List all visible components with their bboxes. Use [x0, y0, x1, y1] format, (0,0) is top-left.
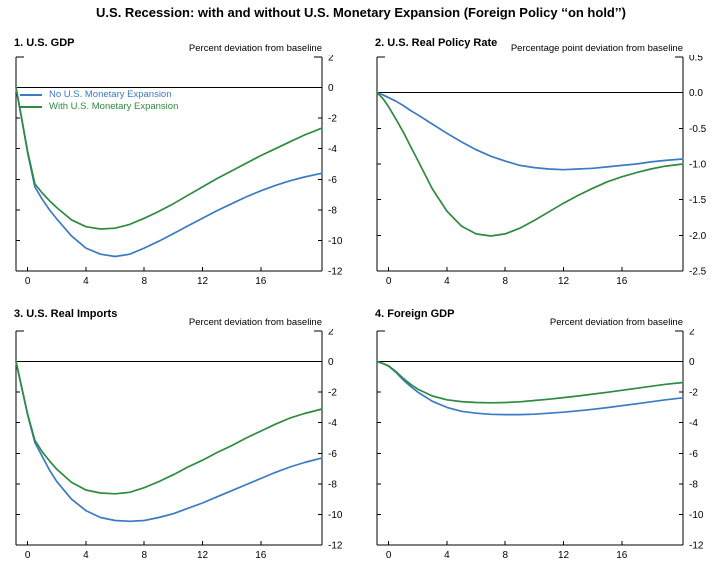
svg-text:-4: -4 — [328, 418, 337, 429]
panel-title: 1. U.S. GDP — [14, 37, 75, 49]
svg-text:-8: -8 — [328, 479, 337, 490]
legend-label-with-expansion: With U.S. Monetary Expansion — [49, 101, 179, 112]
svg-text:12: 12 — [197, 550, 209, 561]
svg-text:-12: -12 — [328, 267, 343, 278]
svg-text:-6: -6 — [328, 175, 337, 186]
svg-text:0: 0 — [386, 276, 392, 287]
svg-text:8: 8 — [141, 550, 147, 561]
svg-text:-10: -10 — [689, 510, 704, 521]
svg-text:-2.0: -2.0 — [689, 231, 707, 242]
svg-text:4: 4 — [444, 550, 450, 561]
svg-text:2: 2 — [328, 55, 334, 64]
figure-title: U.S. Recession: with and without U.S. Mo… — [96, 5, 626, 20]
legend-line-with-expansion — [20, 106, 42, 108]
plot-foreign-gdp: 2 0 -2 -4 -6 -8 -10 -12 0 4 8 12 16 — [376, 329, 704, 561]
plot-us-gdp: 2 0 -2 -4 -6 -8 -10 -12 0 4 8 12 16 — [15, 55, 343, 287]
svg-text:-4: -4 — [689, 418, 698, 429]
legend-label-no-expansion: No U.S. Monetary Expansion — [49, 89, 172, 100]
svg-text:12: 12 — [558, 550, 570, 561]
axis-unit-label: Percent deviation from baseline — [549, 317, 683, 328]
panel-title: 2. U.S. Real Policy Rate — [375, 37, 498, 49]
svg-text:0: 0 — [689, 357, 695, 368]
svg-text:-12: -12 — [689, 541, 704, 552]
svg-text:-10: -10 — [328, 510, 343, 521]
svg-text:-12: -12 — [328, 541, 343, 552]
svg-text:4: 4 — [83, 276, 89, 287]
svg-text:-0.5: -0.5 — [689, 124, 707, 135]
legend: No U.S. Monetary Expansion With U.S. Mon… — [20, 89, 178, 113]
svg-text:-2: -2 — [689, 388, 698, 399]
axis-unit-label: Percent deviation from baseline — [188, 317, 322, 328]
svg-text:-8: -8 — [328, 205, 337, 216]
svg-text:0: 0 — [328, 83, 334, 94]
panel-title: 4. Foreign GDP — [375, 308, 455, 320]
svg-text:0: 0 — [25, 550, 31, 561]
plot-us-real-imports: 2 0 -2 -4 -6 -8 -10 -12 0 4 8 12 16 — [15, 329, 343, 561]
svg-text:12: 12 — [558, 276, 570, 287]
svg-text:16: 16 — [255, 276, 267, 287]
svg-text:-2: -2 — [328, 114, 337, 125]
panel-us-real-imports: 3. U.S. Real Imports Percent deviation f… — [0, 295, 361, 562]
svg-text:12: 12 — [197, 276, 209, 287]
axis-unit-label: Percent deviation from baseline — [188, 43, 322, 54]
svg-text:8: 8 — [502, 276, 508, 287]
plot-us-real-policy-rate: 0.5 0.0 -0.5 -1.0 -1.5 -2.0 -2.5 0 4 8 12 16 — [376, 55, 707, 287]
svg-text:-1.5: -1.5 — [689, 195, 707, 206]
axis-unit-label: Percentage point deviation from baseline — [510, 43, 683, 54]
svg-text:2: 2 — [689, 329, 695, 338]
svg-text:-1.0: -1.0 — [689, 160, 707, 171]
svg-text:2: 2 — [328, 329, 334, 338]
svg-text:8: 8 — [502, 550, 508, 561]
svg-text:-4: -4 — [328, 144, 337, 155]
svg-text:-8: -8 — [689, 479, 698, 490]
panel-foreign-gdp: 4. Foreign GDP Percent deviation from ba… — [361, 295, 722, 562]
svg-text:0: 0 — [386, 550, 392, 561]
panel-title: 3. U.S. Real Imports — [14, 308, 118, 320]
svg-text:16: 16 — [255, 550, 267, 561]
svg-text:-10: -10 — [328, 236, 343, 247]
legend-item-with-expansion: With U.S. Monetary Expansion — [20, 101, 178, 113]
legend-item-no-expansion: No U.S. Monetary Expansion — [20, 89, 178, 101]
svg-text:-2.5: -2.5 — [689, 267, 707, 278]
svg-text:4: 4 — [83, 550, 89, 561]
panel-us-real-policy-rate: 2. U.S. Real Policy Rate Percentage poin… — [361, 32, 722, 299]
svg-text:16: 16 — [616, 276, 628, 287]
svg-text:0.5: 0.5 — [689, 55, 703, 64]
panel-us-gdp: 1. U.S. GDP Percent deviation from basel… — [0, 32, 361, 299]
svg-text:-2: -2 — [328, 388, 337, 399]
svg-text:0: 0 — [25, 276, 31, 287]
svg-text:4: 4 — [444, 276, 450, 287]
svg-text:0: 0 — [328, 357, 334, 368]
svg-text:-6: -6 — [689, 449, 698, 460]
svg-text:16: 16 — [616, 550, 628, 561]
svg-text:-6: -6 — [328, 449, 337, 460]
legend-line-no-expansion — [20, 94, 42, 96]
svg-text:8: 8 — [141, 276, 147, 287]
svg-text:0.0: 0.0 — [689, 88, 703, 99]
